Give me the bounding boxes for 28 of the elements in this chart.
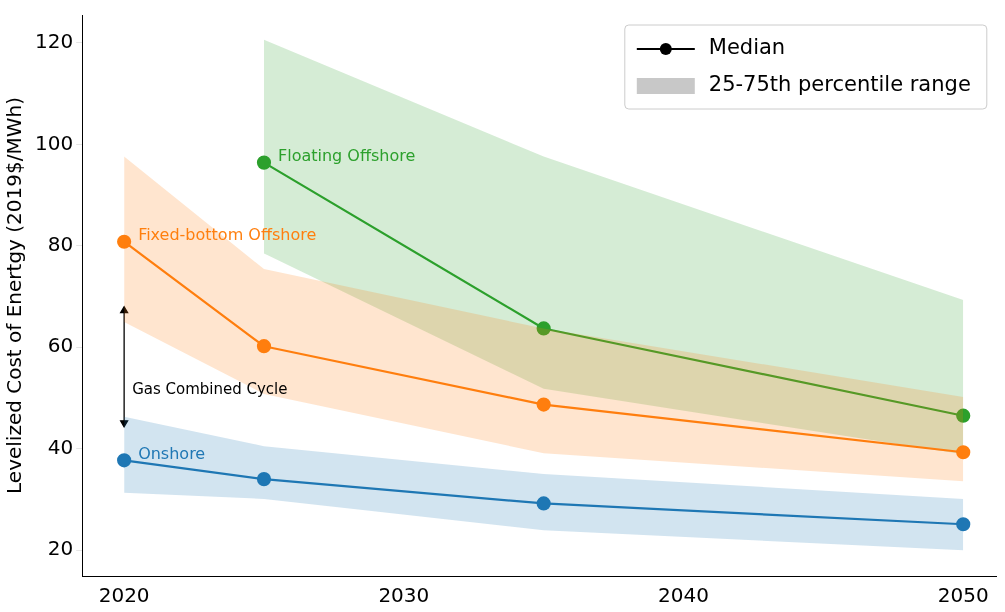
y-tick-label: 20: [47, 536, 74, 561]
point: [256, 155, 272, 170]
legend-label: 25-75th percentile range: [708, 72, 971, 97]
y-tick-label: 60: [47, 333, 74, 358]
point: [956, 408, 971, 423]
x-tick-label: 2030: [378, 583, 430, 608]
point: [536, 397, 551, 412]
point: [956, 445, 971, 460]
annotation: Gas Combined Cycle: [132, 379, 288, 398]
series-label: Fixed-bottom Offshore: [138, 224, 317, 244]
legend-label: Median: [708, 35, 786, 60]
point: [117, 234, 132, 249]
point: [536, 321, 551, 336]
y-tick-label: 80: [47, 231, 74, 256]
series-label: Floating Offshore: [277, 145, 416, 165]
y-axis-title: Levelized Cost of Enertgy (2019$/MWh): [2, 97, 27, 494]
point: [956, 517, 971, 532]
x-tick-label: 2040: [658, 583, 709, 608]
y-tick-label: 100: [34, 130, 74, 155]
point: [256, 339, 272, 354]
x-tick-label: 2050: [937, 583, 989, 608]
point: [536, 496, 551, 511]
y-tick-label: 40: [47, 434, 74, 459]
series-label: Onshore: [138, 443, 206, 463]
y-tick-label: 120: [34, 29, 74, 54]
point: [256, 472, 272, 487]
point: [117, 453, 132, 468]
x-tick-label: 2020: [98, 583, 150, 608]
